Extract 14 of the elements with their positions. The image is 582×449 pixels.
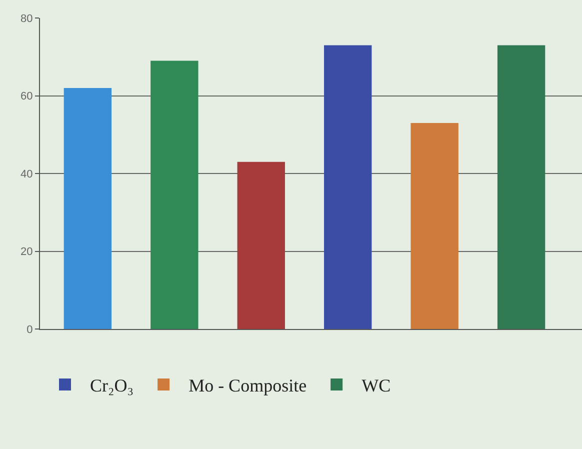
- y-tick-label: 40: [20, 168, 33, 180]
- legend-label: Cr₂O₃: [90, 376, 134, 396]
- bar: [324, 45, 372, 329]
- bar: [150, 60, 198, 329]
- bar: [497, 45, 546, 329]
- y-tick-label: 0: [26, 324, 33, 336]
- y-tick-label: 20: [20, 246, 33, 258]
- y-tick-label: 60: [20, 90, 33, 103]
- bar: [237, 162, 285, 329]
- legend-label: Mo - Composite: [188, 376, 307, 396]
- bar: [410, 122, 458, 329]
- y-tick-label: 80: [20, 12, 33, 25]
- bar: [64, 88, 112, 329]
- legend-label: WC: [362, 376, 391, 396]
